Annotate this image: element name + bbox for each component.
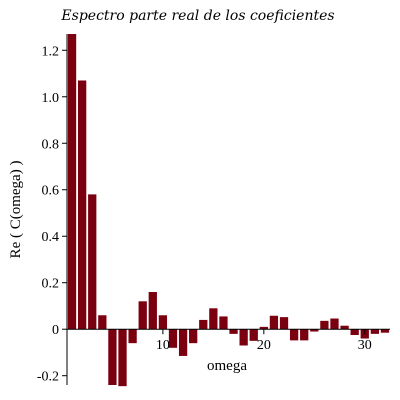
y-tick-label: 0.8 (42, 137, 60, 152)
bar-8 (138, 301, 147, 330)
bar-12 (178, 329, 188, 356)
bar-6 (118, 329, 127, 387)
y-ticks-group: -0.2 0 0.2 0.4 0.6 0.8 1.0 1.2 (37, 44, 67, 385)
x-tick-label: 10 (156, 338, 170, 353)
bar-14 (199, 319, 208, 330)
bar-18 (239, 329, 248, 346)
bars-group (67, 34, 390, 387)
bar-22 (279, 317, 289, 330)
bar-17 (229, 329, 238, 334)
y-tick-label: 1.2 (42, 44, 60, 59)
y-axis-label: Re ( C(omega) ) (8, 161, 24, 259)
x-ticks-group: 10 20 30 (156, 329, 372, 353)
y-tick-label: -0.2 (37, 370, 59, 385)
bar-26 (320, 320, 329, 330)
bar-31 (370, 329, 379, 334)
bar-32 (380, 329, 390, 333)
bar-9 (148, 292, 157, 330)
x-axis-label: omega (207, 358, 247, 374)
x-tick-label: 20 (257, 338, 271, 353)
bar-29 (350, 329, 359, 336)
bar-7 (128, 329, 137, 344)
y-tick-label: 1.0 (42, 91, 60, 106)
y-tick-label: 0.4 (42, 230, 60, 245)
chart-title: Espectro parte real de los coeficientes (60, 8, 334, 24)
bar-21 (269, 315, 279, 330)
bar-10 (158, 315, 168, 330)
bar-23 (289, 329, 299, 341)
bar-11 (168, 329, 178, 348)
bar-19 (249, 329, 258, 341)
bar-1 (67, 34, 77, 330)
bar-15 (209, 308, 218, 330)
bar-24 (300, 329, 309, 341)
bar-13 (189, 329, 198, 344)
bar-16 (219, 316, 228, 330)
x-tick-label: 30 (358, 338, 372, 353)
bar-4 (98, 315, 107, 330)
bar-27 (330, 318, 339, 330)
bar-20 (259, 326, 268, 330)
bar-3 (88, 194, 97, 330)
bar-2 (78, 80, 87, 330)
y-tick-label: 0 (52, 323, 59, 338)
y-tick-label: 0.6 (42, 184, 60, 199)
y-tick-label: 0.2 (42, 277, 60, 292)
bar-25 (310, 329, 319, 332)
bar-5 (108, 329, 117, 385)
bar-28 (340, 325, 349, 330)
